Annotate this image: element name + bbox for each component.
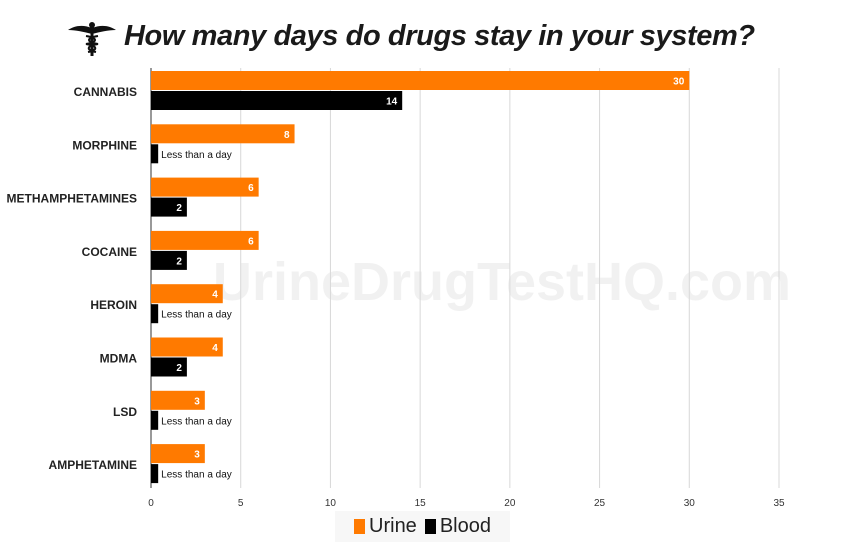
x-tick-label: 25 <box>594 498 606 509</box>
bar-blood <box>151 250 187 270</box>
data-label: 2 <box>176 256 182 267</box>
data-label: 3 <box>194 450 200 461</box>
legend-swatch <box>424 519 436 534</box>
x-tick-label: 10 <box>325 498 337 509</box>
category-label: MORPHINE <box>72 138 137 152</box>
category-label: LSD <box>113 405 137 419</box>
legend-label: Urine <box>369 515 417 537</box>
bar-urine <box>151 337 223 357</box>
legend-swatch <box>354 519 366 534</box>
x-tick-label: 0 <box>148 498 154 509</box>
category-label: COCAINE <box>82 245 137 259</box>
bar-blood <box>151 357 187 377</box>
data-label: 3 <box>194 396 200 407</box>
bar-blood <box>151 410 159 430</box>
bar-urine <box>151 124 295 144</box>
legend: Urine Blood <box>335 511 510 542</box>
bar-urine <box>151 71 690 90</box>
bar-blood <box>151 197 187 217</box>
category-label: HEROIN <box>90 298 137 312</box>
category-label: CANNABIS <box>74 85 137 99</box>
x-tick-label: 20 <box>504 498 516 509</box>
data-label: 4 <box>212 290 218 301</box>
x-tick-label: 35 <box>773 498 785 509</box>
x-tick-label: 15 <box>415 498 427 509</box>
category-label: METHAMPHETAMINES <box>7 192 137 206</box>
category-label: AMPHETAMINE <box>49 458 137 472</box>
data-label: Less than a day <box>161 310 232 321</box>
bar-blood <box>151 144 159 164</box>
data-label: 2 <box>176 203 182 214</box>
data-label: Less than a day <box>161 470 232 481</box>
data-label: 6 <box>248 236 254 247</box>
data-label: Less than a day <box>161 150 232 161</box>
data-label: 6 <box>248 183 254 194</box>
data-label: 30 <box>673 77 685 88</box>
chart-title: How many days do drugs stay in your syst… <box>124 20 755 52</box>
data-label: Less than a day <box>161 416 232 427</box>
bar-urine <box>151 230 259 250</box>
data-label: 2 <box>176 363 182 374</box>
legend-item-urine: Urine <box>354 515 417 538</box>
bar-blood <box>151 304 159 324</box>
x-tick-label: 5 <box>238 498 244 509</box>
bar-urine <box>151 177 259 197</box>
category-label: MDMA <box>100 352 138 366</box>
bar-urine <box>151 390 205 410</box>
bar-urine <box>151 284 223 304</box>
x-tick-label: 30 <box>684 498 696 509</box>
watermark: UrineDrugTestHQ.com <box>213 252 791 312</box>
bar-blood <box>151 91 403 110</box>
bar-urine <box>151 444 205 464</box>
data-label: 14 <box>386 97 398 108</box>
bar-blood <box>151 464 159 484</box>
data-label: 4 <box>212 343 218 354</box>
legend-label: Blood <box>439 515 491 537</box>
data-label: 8 <box>284 130 290 141</box>
caduceus-icon <box>66 22 118 60</box>
legend-item-blood: Blood <box>424 515 491 538</box>
